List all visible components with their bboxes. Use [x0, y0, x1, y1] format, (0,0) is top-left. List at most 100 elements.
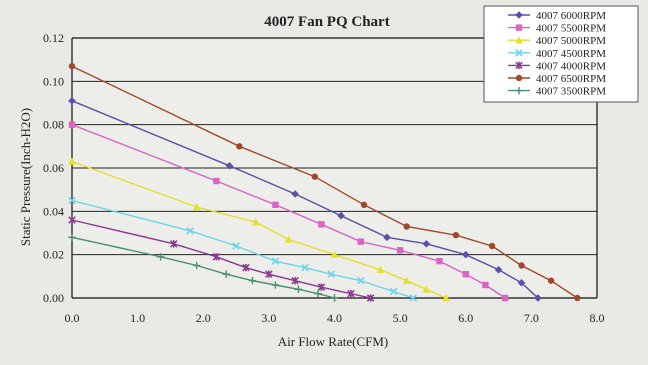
y-tick-label: 0.06	[43, 161, 64, 175]
data-point	[192, 203, 201, 211]
data-point	[360, 201, 368, 209]
x-tick-label: 0.0	[65, 311, 80, 325]
legend-label: 4007 5500RPM	[536, 23, 606, 35]
marker-shape	[327, 270, 335, 278]
data-point	[482, 281, 489, 289]
marker-shape	[232, 242, 240, 250]
x-tick-label: 5.0	[393, 311, 408, 325]
data-point	[347, 289, 355, 298]
marker-shape	[192, 203, 201, 211]
marker-shape	[515, 36, 523, 44]
legend-swatch-marker	[515, 61, 523, 70]
marker-shape	[236, 143, 243, 150]
legend-label: 4007 6500RPM	[536, 73, 606, 85]
data-point	[251, 218, 260, 226]
marker-shape	[515, 49, 523, 57]
legend-entry: 4007 6000RPM	[508, 10, 606, 22]
legend-swatch-marker	[515, 49, 523, 57]
marker-shape	[301, 263, 309, 272]
series-line-1	[71, 124, 506, 299]
marker-shape	[376, 265, 385, 274]
x-tick-label: 3.0	[261, 311, 276, 325]
marker-shape	[452, 231, 460, 239]
marker-shape	[68, 97, 76, 105]
marker-shape	[501, 294, 509, 302]
marker-shape	[337, 211, 345, 220]
legend-swatch-marker	[515, 86, 523, 95]
legend-entry: 4007 5000RPM	[508, 35, 606, 47]
data-point	[396, 247, 404, 254]
data-point	[232, 242, 240, 250]
marker-shape	[68, 121, 76, 128]
marker-shape	[517, 279, 526, 287]
legend-swatch-marker	[515, 11, 523, 19]
legend-label: 4007 4000RPM	[536, 60, 606, 72]
marker-shape	[488, 242, 496, 250]
legend-box	[483, 5, 639, 103]
x-tick-label: 6.0	[458, 311, 473, 325]
marker-shape	[272, 201, 279, 209]
legend-label: 4007 4500RPM	[536, 48, 606, 60]
series-markers	[68, 62, 581, 302]
legend-swatch-marker	[515, 36, 523, 44]
marker-shape	[442, 294, 450, 302]
series-line-5	[71, 65, 578, 299]
marker-shape	[68, 62, 76, 70]
marker-shape	[422, 240, 431, 248]
data-point	[501, 294, 509, 302]
marker-shape	[422, 285, 431, 293]
marker-shape	[547, 277, 555, 284]
legend-label: 4007 3500RPM	[536, 86, 606, 98]
data-point	[68, 62, 76, 70]
data-point	[68, 233, 76, 242]
marker-shape	[494, 266, 503, 274]
data-point	[376, 265, 385, 274]
marker-shape	[574, 294, 581, 302]
x-tick-label: 7.0	[524, 311, 539, 325]
marker-shape	[482, 281, 489, 289]
legend-entry: 4007 4000RPM	[508, 60, 606, 72]
data-point	[68, 121, 76, 128]
data-point	[574, 294, 581, 302]
data-point	[284, 235, 293, 243]
chart-title: 4007 Fan PQ Chart	[264, 14, 389, 30]
tick-labels: 0.00 0.02 0.04 0.06 0.08 0.10 0.12 0.0 1.0 2.0 3.0…	[43, 31, 605, 325]
data-point	[366, 294, 375, 302]
marker-shape	[251, 218, 260, 226]
data-point	[186, 227, 194, 235]
data-point	[517, 279, 526, 287]
marker-shape	[518, 262, 525, 269]
data-point	[462, 270, 469, 278]
y-tick-label: 0.10	[43, 74, 64, 88]
marker-shape	[515, 24, 523, 31]
marker-shape	[68, 157, 76, 165]
data-point	[318, 221, 325, 228]
marker-shape	[389, 287, 398, 296]
data-point	[68, 97, 76, 105]
marker-shape	[225, 162, 234, 170]
data-point	[518, 262, 525, 269]
data-point	[271, 257, 280, 265]
marker-shape	[311, 173, 319, 180]
data-point	[422, 240, 431, 248]
data-point	[494, 266, 503, 274]
marker-shape	[515, 11, 523, 19]
data-point	[383, 233, 391, 242]
data-point	[402, 276, 411, 284]
marker-shape	[330, 250, 339, 258]
data-point	[442, 294, 450, 302]
data-point	[534, 294, 542, 302]
marker-shape	[403, 223, 410, 230]
data-point	[68, 196, 76, 205]
marker-shape	[383, 233, 391, 242]
x-axis-label: Air Flow Rate(CFM)	[278, 334, 389, 349]
data-point	[225, 162, 234, 170]
data-point	[192, 261, 201, 270]
marker-shape	[356, 276, 365, 285]
x-tick-label: 8.0	[590, 311, 605, 325]
marker-shape	[461, 250, 470, 259]
marker-shape	[396, 247, 404, 254]
marker-shape	[271, 257, 280, 265]
